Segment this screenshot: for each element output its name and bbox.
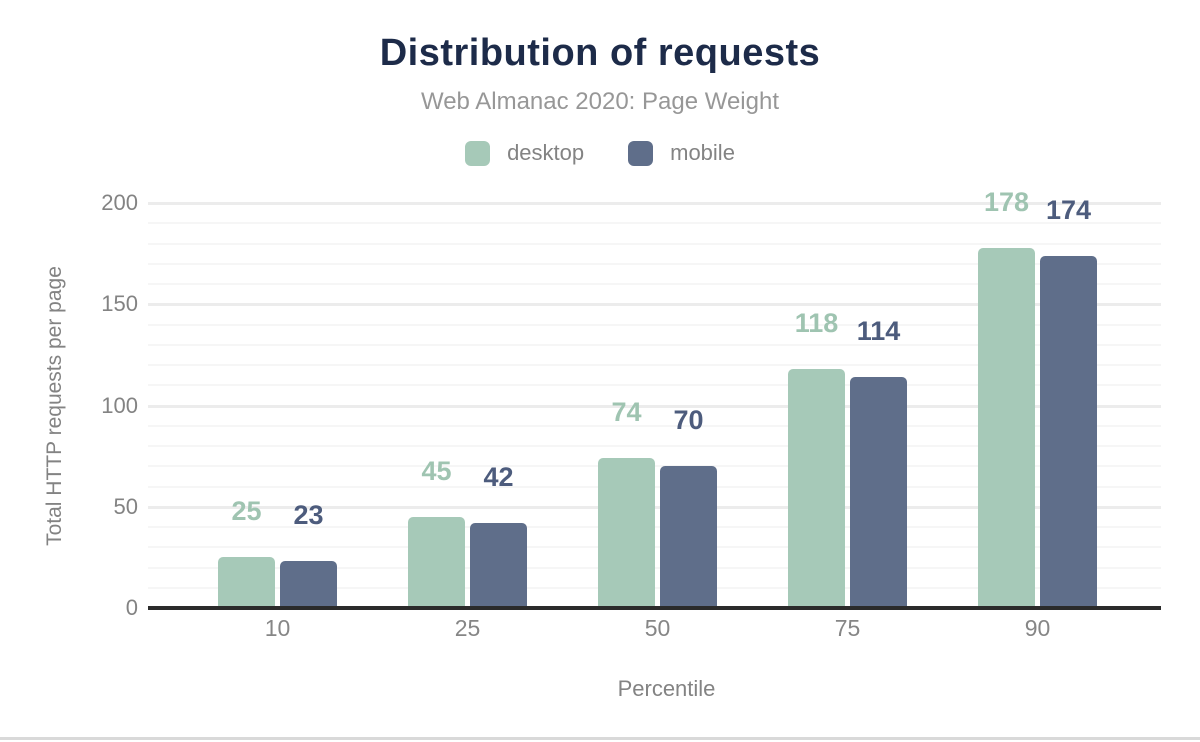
bar-mobile-p90 <box>1040 255 1097 608</box>
x-tick-50: 50 <box>644 615 671 641</box>
bar-mobile-p10 <box>280 561 337 608</box>
value-label-desktop-p50: 74 <box>611 397 642 428</box>
legend-swatch-mobile <box>628 140 654 166</box>
bar-desktop-p25 <box>408 516 465 608</box>
gridline-120 <box>148 364 1161 366</box>
x-tick-75: 75 <box>834 615 861 641</box>
y-tick-50: 50 <box>113 493 138 519</box>
x-axis-title: Percentile <box>617 676 716 701</box>
x-axis-line <box>148 606 1161 610</box>
value-label-mobile-p90: 174 <box>1045 194 1092 225</box>
value-label-mobile-p75: 114 <box>856 316 901 347</box>
gridline-180 <box>148 242 1161 245</box>
bar-mobile-p75 <box>850 377 907 608</box>
gridline-110 <box>148 384 1161 387</box>
bar-desktop-p75 <box>788 369 845 608</box>
x-tick-90: 90 <box>1024 615 1051 641</box>
x-tick-10: 10 <box>264 615 291 641</box>
bar-desktop-p90 <box>978 247 1035 608</box>
legend: desktop mobile <box>0 139 1200 167</box>
chart-title: Distribution of requests <box>379 32 821 74</box>
bar-desktop-p10 <box>218 557 275 608</box>
legend-item-mobile: mobile <box>628 140 735 166</box>
x-tick-25: 25 <box>454 615 481 641</box>
value-label-desktop-p90: 178 <box>983 186 1030 217</box>
gridline-130 <box>148 343 1161 346</box>
gridline-140 <box>148 323 1161 326</box>
y-tick-200: 200 <box>101 190 138 215</box>
gridline-200 <box>148 202 1161 205</box>
gridline-170 <box>148 262 1161 265</box>
value-label-mobile-p50: 70 <box>673 405 704 436</box>
bottom-edge-line <box>0 737 1200 740</box>
y-tick-0: 0 <box>125 595 138 620</box>
gridline-150 <box>148 303 1161 307</box>
legend-swatch-desktop <box>465 140 491 166</box>
legend-label-desktop: desktop <box>507 140 585 165</box>
value-label-desktop-p10: 25 <box>231 496 262 527</box>
gridline-190 <box>148 222 1161 225</box>
y-tick-150: 150 <box>101 291 138 317</box>
gridline-80 <box>148 445 1161 447</box>
bar-desktop-p50 <box>598 458 655 608</box>
legend-item-desktop: desktop <box>465 140 584 166</box>
bar-mobile-p25 <box>470 522 527 608</box>
value-label-desktop-p75: 118 <box>794 308 839 339</box>
gridline-160 <box>148 283 1161 285</box>
value-label-mobile-p10: 23 <box>293 500 324 531</box>
gridline-90 <box>148 424 1161 427</box>
value-label-mobile-p25: 42 <box>483 461 514 492</box>
legend-label-mobile: mobile <box>670 140 735 165</box>
value-label-desktop-p25: 45 <box>421 455 452 486</box>
chart-subtitle: Web Almanac 2020: Page Weight <box>420 88 779 115</box>
bar-mobile-p50 <box>660 466 717 608</box>
y-tick-100: 100 <box>101 392 138 418</box>
gridline-100 <box>148 404 1161 408</box>
